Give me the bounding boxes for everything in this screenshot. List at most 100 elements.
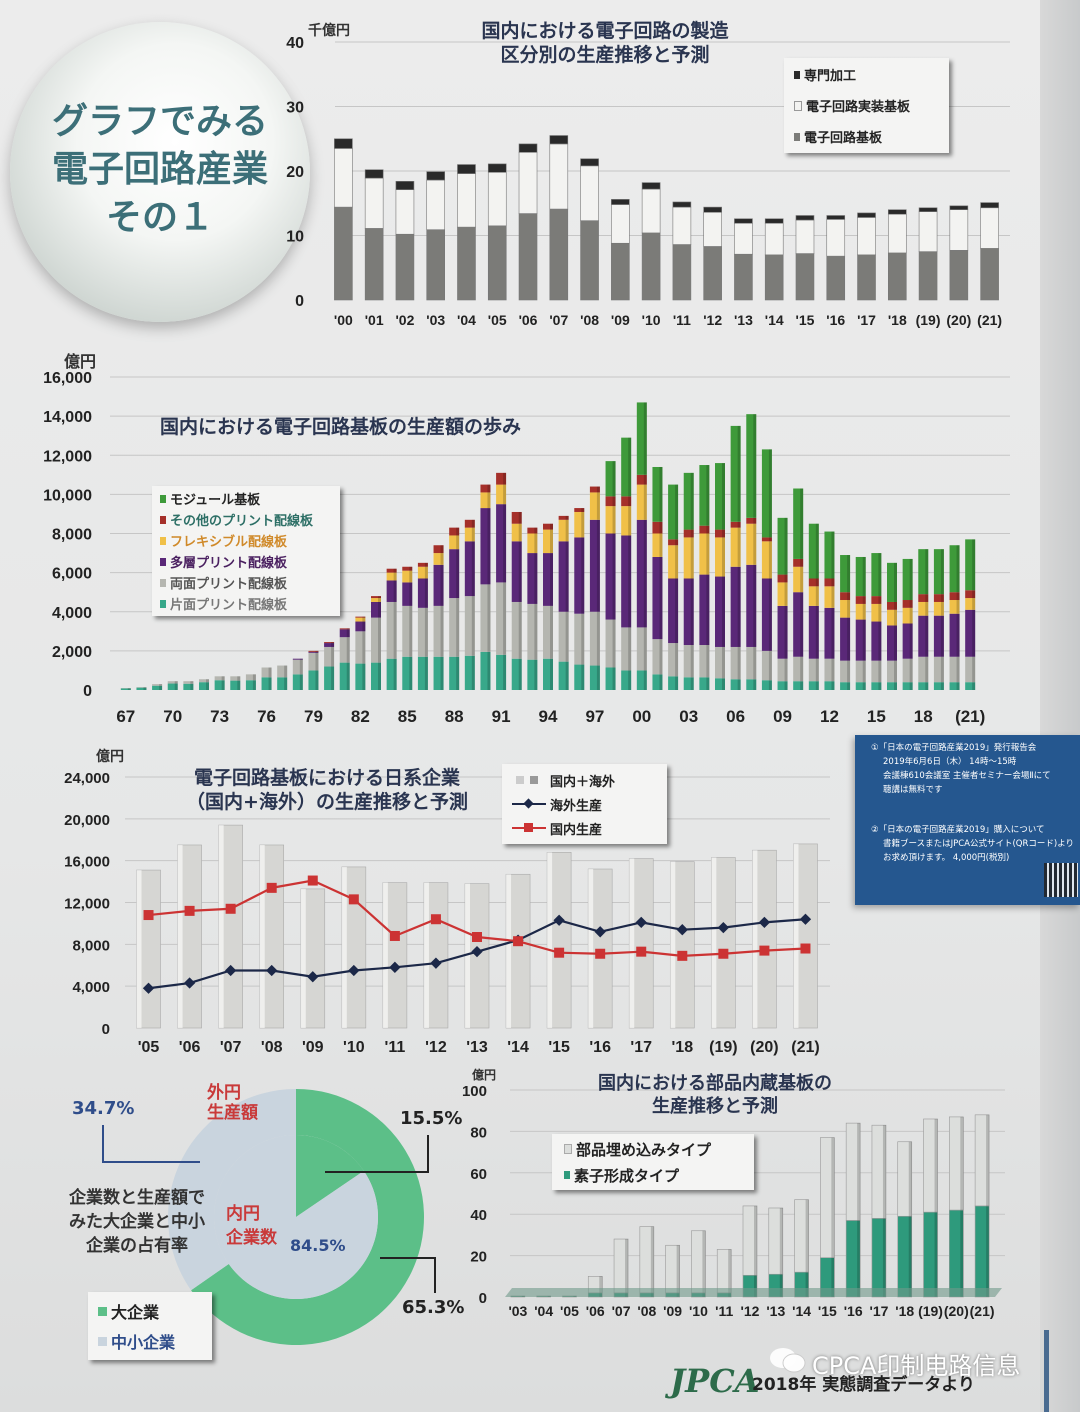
bar-segment-double: [464, 596, 475, 656]
bar-segment-double: [417, 607, 428, 657]
legend-item: 多層プリント配線板: [160, 551, 332, 572]
y-tick-label: 40: [470, 1207, 487, 1224]
bar-segment-double: [496, 582, 507, 655]
bar-shade: [221, 680, 225, 690]
bar-shade: [800, 681, 804, 690]
bar-shade: [424, 578, 428, 608]
x-tick-label: '10: [343, 1039, 365, 1056]
bar-segment-single: [589, 665, 600, 690]
bar-segment-other: [683, 529, 694, 538]
bar-shade: [940, 601, 944, 616]
legend-swatch: [160, 494, 166, 503]
bar-segment-mounted: [395, 189, 415, 235]
bar-shade: [815, 578, 819, 587]
bar-shade: [659, 556, 663, 640]
chart4-floor: [505, 1288, 1002, 1297]
bar-shade: [362, 617, 366, 622]
bar-segment-single: [558, 661, 569, 690]
bar-segment-module: [871, 553, 882, 597]
bar-segment-single: [152, 685, 163, 690]
legend-label: 電子回路実装基板: [806, 100, 911, 115]
bar-shade: [800, 488, 804, 559]
bar-segment-mounted: [426, 179, 446, 230]
legend-item: 素子形成タイプ: [564, 1162, 742, 1188]
bar-segment-special: [580, 158, 599, 167]
bar-shade: [857, 1123, 861, 1221]
bar-segment-double: [261, 667, 272, 678]
x-tick-label: '11: [673, 312, 691, 328]
qr-code[interactable]: [1044, 863, 1078, 897]
bar-shade: [456, 549, 460, 599]
marker-domestic: [184, 905, 195, 916]
bar-shade: [815, 658, 819, 682]
bar-shade: [805, 1199, 809, 1273]
bar-shade: [252, 674, 256, 681]
bar-shade: [550, 605, 553, 659]
bar-segment-double: [433, 605, 444, 657]
x-tick-label: '15: [818, 1303, 837, 1319]
bar-shade: [471, 596, 475, 656]
bar-segment-multi: [402, 582, 413, 606]
bar-shade: [956, 613, 960, 657]
bar-segment-other: [808, 578, 819, 587]
bar-shade: [550, 529, 553, 554]
bar-shade: [393, 658, 397, 690]
bar-segment-flex: [699, 533, 710, 575]
bar-shade: [940, 615, 944, 657]
bar-shade: [925, 615, 929, 657]
bar-segment-flex: [793, 566, 804, 593]
bar-segment-flex: [855, 603, 866, 620]
bar-segment-special: [518, 143, 538, 153]
bar-segment-board: [611, 242, 630, 301]
x-tick-label: '03: [508, 1303, 527, 1319]
bar-segment-flex: [621, 506, 632, 536]
x-tick-label: '15: [796, 312, 815, 328]
bar-segment-single: [902, 682, 913, 690]
x-tick-label: '07: [612, 1303, 631, 1319]
bar-segment-mounted: [457, 173, 476, 228]
bar-segment-board: [641, 232, 661, 301]
bar-segment-multi: [668, 578, 679, 644]
bar-segment-multi: [761, 578, 772, 651]
bar-segment-other: [558, 515, 569, 520]
marker-overseas: [717, 921, 730, 934]
bar-shade: [737, 425, 741, 522]
bar-shade: [754, 1205, 757, 1276]
bar-segment-double: [402, 605, 413, 657]
bar-segment-mounted: [672, 206, 692, 245]
legend-item: 国内生産: [512, 816, 657, 840]
bar-segment-mounted: [364, 177, 384, 229]
bar-shade: [424, 566, 428, 579]
bar-shade: [503, 654, 507, 690]
bar-shade: [768, 537, 772, 542]
bar-shade: [831, 586, 835, 608]
y-tick-label: 100: [462, 1083, 487, 1100]
bar-segment-multi: [621, 535, 632, 628]
bar-segment-other: [699, 525, 710, 534]
y-tick-label: 40: [286, 35, 304, 52]
legend-label: 海外生産: [550, 798, 603, 814]
bar-shade: [847, 555, 851, 593]
bar-shade: [659, 674, 663, 690]
x-tick-label: '11: [385, 1039, 406, 1056]
chart3-legend: 国内＋海外 海外生産 国内生産: [502, 764, 667, 844]
y-tick-label: 12,000: [64, 896, 110, 913]
bar-shade: [728, 1249, 732, 1293]
bar-segment-single: [824, 681, 835, 690]
bar-highlight: [752, 850, 758, 1028]
bar-segment-single: [324, 666, 335, 690]
bar-segment-other: [527, 527, 538, 534]
bar-shade: [550, 553, 553, 606]
bar-segment-flex: [527, 533, 538, 554]
x-tick-label: 03: [679, 707, 698, 726]
bar-segment-flex: [949, 600, 960, 614]
chart1-unit: 千億円: [308, 23, 350, 39]
pie-legend: 大企業 中小企業: [88, 1292, 212, 1360]
bar-highlight: [177, 844, 183, 1028]
bar-segment-other: [511, 511, 522, 524]
pie-label-inner-large: 15.5%: [400, 1108, 463, 1129]
legend-swatch: [794, 100, 802, 111]
legend-swatch: [564, 1171, 570, 1179]
legend-item: 片面プリント配線板: [160, 593, 332, 614]
